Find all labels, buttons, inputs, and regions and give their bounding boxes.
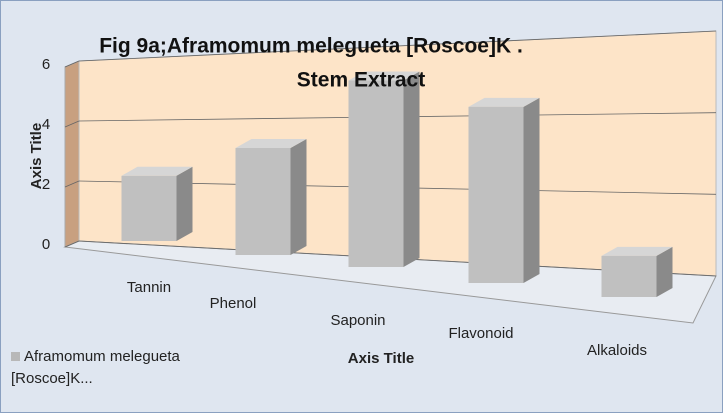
x-tick-label: Flavonoid <box>448 325 513 342</box>
y-tick <box>64 60 80 68</box>
y-tick <box>64 120 80 128</box>
side-wall <box>64 60 80 248</box>
bar-side <box>290 138 307 255</box>
y-tick-label: 2 <box>42 176 50 193</box>
y-tick-label: 0 <box>42 236 50 253</box>
x-axis-title: Axis Title <box>348 350 414 367</box>
bar-side <box>656 246 673 297</box>
grid-line <box>78 30 717 62</box>
bar-side <box>403 71 420 268</box>
legend: Aframomum melegueta [Roscoe]K... <box>11 346 181 390</box>
bar <box>468 106 524 283</box>
bar <box>348 80 404 268</box>
x-tick-label: Alkaloids <box>587 342 647 359</box>
bar-side <box>176 166 193 241</box>
bar <box>601 255 657 297</box>
bar <box>235 147 291 255</box>
y-tick-label: 6 <box>42 56 50 73</box>
chart-title: Fig 9a;Aframomum melegueta [Roscoe]K . <box>99 35 523 58</box>
x-tick-label: Phenol <box>210 295 257 312</box>
bar-top <box>601 246 673 256</box>
y-tick <box>64 240 80 248</box>
bar-side <box>523 97 540 283</box>
bar <box>121 175 177 241</box>
bar-top <box>121 166 193 176</box>
bar-top <box>348 71 420 81</box>
y-tick-label: 4 <box>42 116 50 133</box>
chart-title: Stem Extract <box>297 69 425 92</box>
legend-key <box>11 352 20 361</box>
bar-top <box>235 138 307 148</box>
y-tick <box>64 180 80 188</box>
x-tick-label: Tannin <box>127 279 171 296</box>
legend-label: Aframomum melegueta [Roscoe]K... <box>11 348 180 387</box>
y-axis-title: Axis Title <box>28 123 45 189</box>
bar-top <box>468 97 540 107</box>
x-tick-label: Saponin <box>330 312 385 329</box>
